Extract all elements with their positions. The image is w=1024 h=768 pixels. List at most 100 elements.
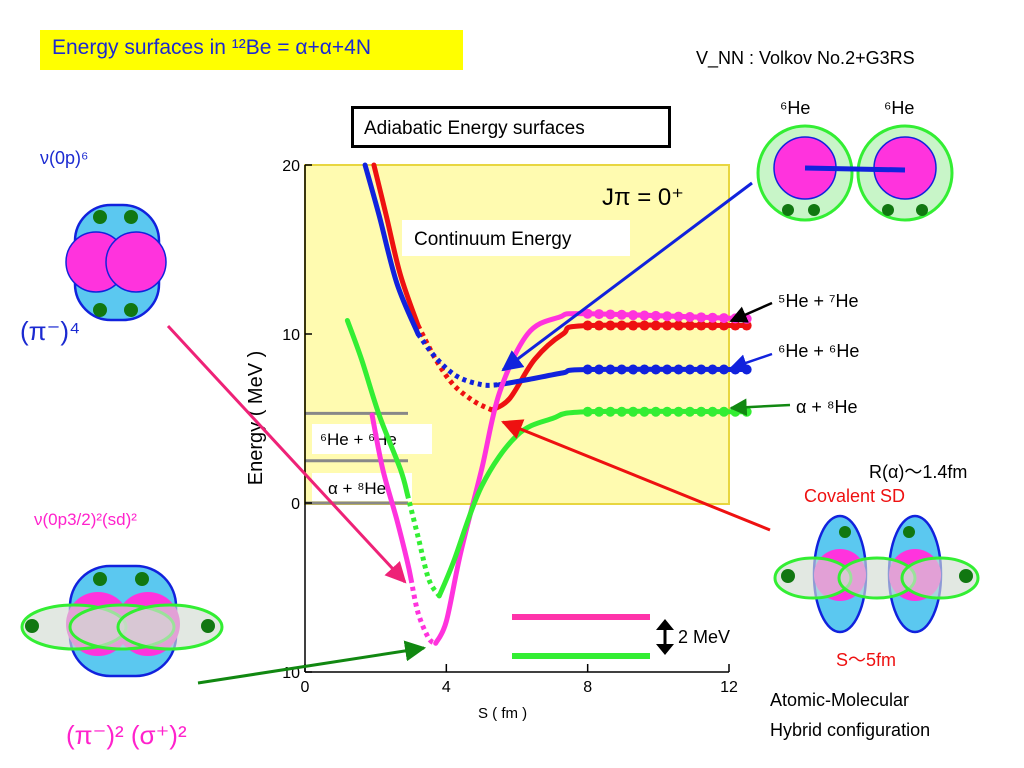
blue-curve-dotted — [416, 332, 500, 388]
interaction-label: V_NN : Volkov No.2+G3RS — [696, 48, 915, 68]
blue-tail-point — [662, 364, 673, 375]
magenta-tail-point — [639, 310, 650, 321]
jpi-label: Jπ = 0⁺ — [602, 184, 684, 211]
blue-curve-left — [362, 162, 421, 337]
red-curve-left — [371, 162, 421, 329]
green-tail-point — [582, 406, 593, 417]
red-tail-point — [707, 320, 718, 331]
blue-tail-point — [718, 364, 729, 375]
covalent-sd-picture — [773, 514, 980, 634]
covalent-label: Covalent SD — [804, 486, 906, 506]
y-tick-label-0: 20 — [282, 158, 300, 175]
channel-label-1: ⁵He + ⁷He — [778, 291, 859, 311]
red-tail-point — [628, 320, 639, 331]
green-tail-point — [639, 406, 650, 417]
hybrid-label-2: Hybrid configuration — [770, 720, 931, 740]
red-tail-point — [730, 320, 741, 331]
blue-tail-point — [628, 364, 639, 375]
arrow-to-blue-curve — [501, 181, 753, 372]
arrow-to-magenta-curve — [166, 324, 407, 584]
blue-tail-point — [616, 364, 627, 375]
green-curve-dotted — [405, 493, 442, 598]
green-curve-left — [344, 317, 410, 498]
channel-label-3: α + ⁸He — [796, 397, 858, 417]
arrow-to-green-curve — [197, 640, 427, 685]
channel-arrow-2 — [729, 352, 773, 372]
green-tail-point — [684, 406, 695, 417]
green-tail-point — [707, 406, 718, 417]
magenta-tail-point — [696, 312, 707, 323]
magenta-curve-dotted — [408, 578, 438, 646]
x-tick-label-1: 4 — [442, 679, 451, 696]
red-tail-point — [616, 320, 627, 331]
magenta-tail-point — [673, 311, 684, 322]
green-tail-point — [628, 406, 639, 417]
green-tail-point — [673, 406, 684, 417]
scale-double-arrow — [656, 619, 674, 655]
magenta-tail-point — [594, 309, 605, 320]
left-top-orbital: (π⁻)⁴ — [20, 316, 81, 346]
continuum-label-box — [402, 220, 630, 256]
left-top-config: ν(0p)⁶ — [40, 148, 89, 168]
magenta-tail-point — [707, 312, 718, 323]
blue-tail-point — [650, 364, 661, 375]
magenta-tail-point — [662, 311, 673, 322]
red-tail-point — [673, 320, 684, 331]
arrow-to-red-curve — [501, 419, 771, 532]
red-tail-point — [639, 320, 650, 331]
red-tail-point — [718, 320, 729, 331]
red-tail-point — [684, 320, 695, 331]
hybrid-label-1: Atomic-Molecular — [770, 690, 910, 710]
red-tail-point — [696, 320, 707, 331]
magenta-tail-point — [605, 309, 616, 320]
separation-label: S〜5fm — [836, 650, 897, 670]
x-tick-label-3: 12 — [720, 679, 738, 696]
blue-tail-point — [707, 364, 718, 375]
slide-title: Energy surfaces in ¹²Be = α+α+4N — [52, 36, 372, 59]
magenta-tail-point — [616, 309, 627, 320]
x-tick-label-2: 8 — [583, 679, 592, 696]
nucleus-sd-picture — [20, 564, 224, 678]
blue-tail-point — [594, 364, 605, 375]
channel-arrow-1 — [729, 301, 773, 323]
green-tail-point — [718, 406, 729, 417]
x-axis-label: S ( fm ) — [478, 705, 527, 722]
blue-tail-point — [696, 364, 707, 375]
magenta-tail-point — [650, 310, 661, 321]
scale-label: 2 MeV — [678, 627, 730, 647]
red-tail-point — [605, 320, 616, 331]
right-top-label-1: ⁶He — [780, 98, 811, 118]
magenta-tail-point — [628, 310, 639, 321]
left-bottom-orbital: (π⁻)² (σ⁺)² — [66, 720, 187, 750]
red-tail-point — [650, 320, 661, 331]
red-tail-point — [582, 320, 593, 331]
nucleus-0p6-picture — [65, 203, 167, 322]
y-axis-label: Energy ( MeV ) — [245, 351, 267, 485]
magenta-tail-point — [684, 311, 695, 322]
magenta-tail-point — [718, 313, 729, 324]
threshold-label-box-1 — [312, 424, 432, 454]
threshold-label-box-2 — [312, 473, 412, 501]
green-tail-point — [650, 406, 661, 417]
x-tick-label-0: 0 — [301, 679, 310, 696]
blue-tail-point — [673, 364, 684, 375]
green-tail-point — [605, 406, 616, 417]
blue-tail-point — [684, 364, 695, 375]
green-tail-point — [696, 406, 707, 417]
y-tick-label-2: 0 — [291, 496, 300, 513]
adiabatic-label: Adiabatic Energy surfaces — [364, 118, 585, 139]
adiabatic-box: Adiabatic Energy surfaces — [351, 106, 671, 148]
magenta-curve-left — [369, 412, 414, 582]
green-tail-point — [616, 406, 627, 417]
he6-he6-picture — [756, 124, 954, 222]
blue-tail-point — [639, 364, 650, 375]
slide-title-box: Energy surfaces in ¹²Be = α+α+4N — [40, 30, 463, 70]
blue-tail-point — [582, 364, 593, 375]
magenta-tail-point — [582, 308, 593, 319]
red-tail-point — [594, 320, 605, 331]
y-tick-label-1: 10 — [282, 327, 300, 344]
right-top-label-2: ⁶He — [884, 98, 915, 118]
left-bottom-config: ν(0p3/2)²(sd)² — [34, 510, 137, 529]
threshold-label-2: α + ⁸He — [328, 479, 386, 498]
